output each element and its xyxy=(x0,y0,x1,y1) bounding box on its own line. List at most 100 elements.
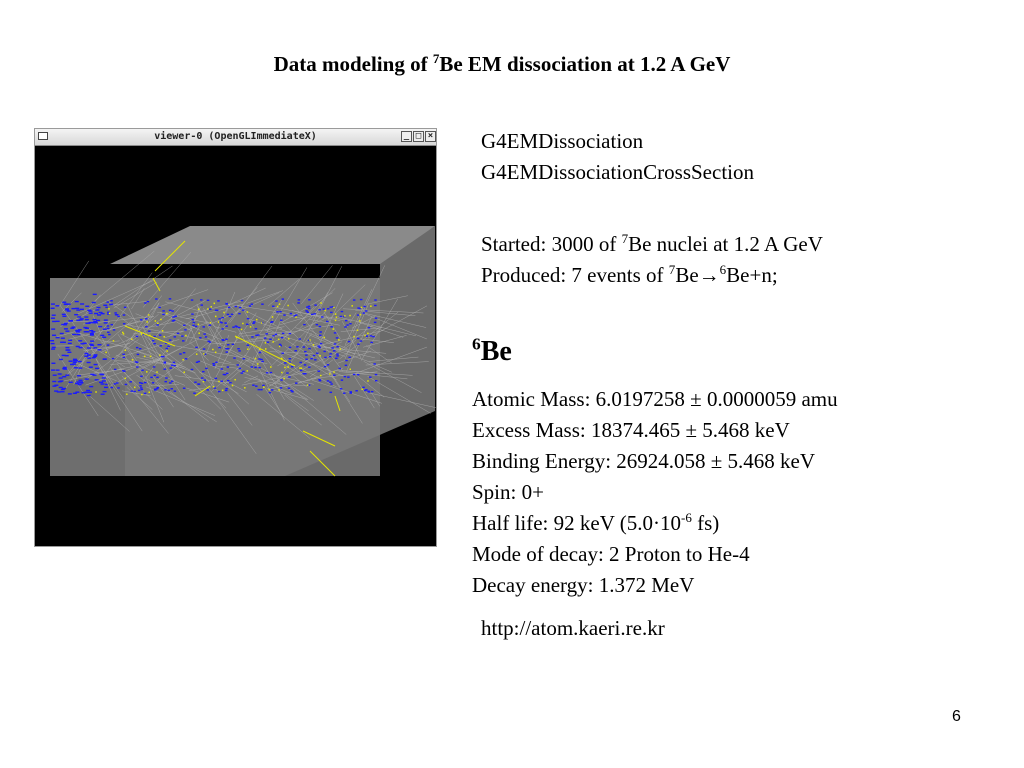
beam-hit xyxy=(151,382,155,384)
track-line xyxy=(301,265,333,305)
track-line xyxy=(272,267,308,325)
secondary-hit xyxy=(121,331,124,334)
beam-hit xyxy=(287,387,291,389)
box-top-face xyxy=(110,226,435,264)
secondary-hit xyxy=(364,334,366,337)
track-line xyxy=(185,387,230,403)
track-line xyxy=(243,330,285,400)
track-line xyxy=(335,370,413,376)
secondary-hit xyxy=(300,367,303,369)
beam-hit xyxy=(312,354,316,357)
beam-hit xyxy=(370,341,373,344)
close-button[interactable]: × xyxy=(425,131,436,142)
secondary-hit xyxy=(108,312,111,315)
beam-hit xyxy=(88,366,93,368)
beam-hit xyxy=(333,350,336,352)
track-line xyxy=(173,345,243,358)
viewer-window[interactable]: viewer-0 (OpenGLImmediateX) _ □ × xyxy=(34,128,443,547)
secondary-hit xyxy=(353,335,355,338)
beam-hit xyxy=(333,332,337,334)
beam-hit xyxy=(294,350,297,352)
beam-hit xyxy=(184,358,188,360)
beam-hit xyxy=(279,345,282,347)
beam-hit xyxy=(257,334,260,336)
beam-hit xyxy=(52,385,57,387)
track-line xyxy=(120,339,180,358)
beam-hit xyxy=(254,366,257,369)
secondary-hit xyxy=(283,377,285,380)
beam-hit xyxy=(55,369,60,371)
secondary-track xyxy=(334,395,341,412)
beam-hit xyxy=(218,318,221,320)
beam-hit xyxy=(202,370,205,373)
beam-hit xyxy=(163,362,166,364)
track-line xyxy=(269,351,313,354)
beam-hit xyxy=(84,391,89,393)
beam-hit xyxy=(246,323,249,326)
track-line xyxy=(245,334,290,341)
beam-hit xyxy=(68,339,73,341)
beam-hit xyxy=(106,344,110,346)
secondary-hit xyxy=(323,336,326,339)
beam-hit xyxy=(290,365,294,368)
half-life: Half life: 92 keV (5.0·10-6 fs) xyxy=(472,510,720,535)
beam-hit xyxy=(117,315,120,318)
secondary-hit xyxy=(281,357,283,360)
track-line xyxy=(159,350,202,392)
minimize-button[interactable]: _ xyxy=(401,131,412,142)
beam-hit xyxy=(76,375,81,377)
beam-hit xyxy=(85,305,90,307)
track-line xyxy=(136,356,185,369)
track-line xyxy=(273,313,303,319)
beam-hit xyxy=(240,299,244,302)
beam-hit xyxy=(167,389,171,392)
beam-hit xyxy=(298,338,301,340)
beam-hit xyxy=(281,332,285,335)
beam-hit xyxy=(316,352,319,354)
beam-hit xyxy=(322,308,325,310)
beam-hit xyxy=(281,298,285,300)
track-line xyxy=(266,327,315,358)
window-menu-icon[interactable] xyxy=(38,132,48,140)
beam-hit xyxy=(326,364,330,366)
beam-hit xyxy=(61,354,66,357)
beam-hit xyxy=(304,373,307,375)
beam-hit xyxy=(54,390,59,392)
opengl-canvas[interactable] xyxy=(35,146,443,546)
track-line xyxy=(74,362,117,382)
secondary-hit xyxy=(160,318,162,321)
track-line xyxy=(224,348,283,380)
beam-hit xyxy=(89,329,94,332)
beam-hit xyxy=(207,340,210,342)
beam-hit xyxy=(283,314,286,316)
beam-hit xyxy=(162,313,165,316)
beam-hit xyxy=(80,343,85,345)
beam-hit xyxy=(110,300,113,302)
secondary-hit xyxy=(244,387,246,389)
beam-hit xyxy=(338,367,341,370)
beam-hit xyxy=(58,358,63,361)
beam-hit xyxy=(154,389,157,391)
beam-hit xyxy=(228,315,232,318)
viewer-titlebar[interactable]: viewer-0 (OpenGLImmediateX) _ □ × xyxy=(35,129,436,146)
track-line xyxy=(211,339,272,345)
beam-hit xyxy=(165,377,168,379)
beam-hit xyxy=(163,361,167,363)
secondary-track xyxy=(302,430,336,447)
beam-hit xyxy=(172,316,175,318)
beam-hit xyxy=(79,318,84,320)
beam-hit xyxy=(170,364,174,366)
maximize-button[interactable]: □ xyxy=(413,131,424,142)
source-link[interactable]: http://atom.kaeri.re.kr xyxy=(481,616,665,640)
beam-hit xyxy=(261,360,264,363)
beam-hit xyxy=(358,307,362,310)
beam-hit xyxy=(113,383,117,385)
beam-hit xyxy=(347,340,351,343)
beam-hit xyxy=(263,337,267,339)
beam-hit xyxy=(78,367,83,369)
beam-hit xyxy=(65,309,70,311)
beam-hit xyxy=(242,358,246,360)
track-line xyxy=(59,305,96,355)
beam-hit xyxy=(205,367,208,370)
beam-hit xyxy=(310,313,314,316)
